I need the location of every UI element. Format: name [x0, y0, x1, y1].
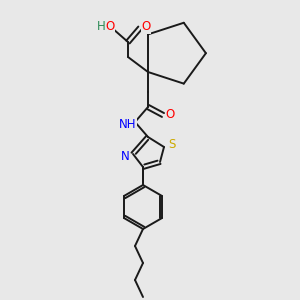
Text: NH: NH [119, 118, 137, 130]
Text: O: O [141, 20, 151, 34]
Text: S: S [168, 139, 176, 152]
Text: O: O [165, 107, 175, 121]
Text: O: O [105, 20, 115, 32]
Text: H: H [97, 20, 105, 32]
Text: N: N [121, 149, 129, 163]
